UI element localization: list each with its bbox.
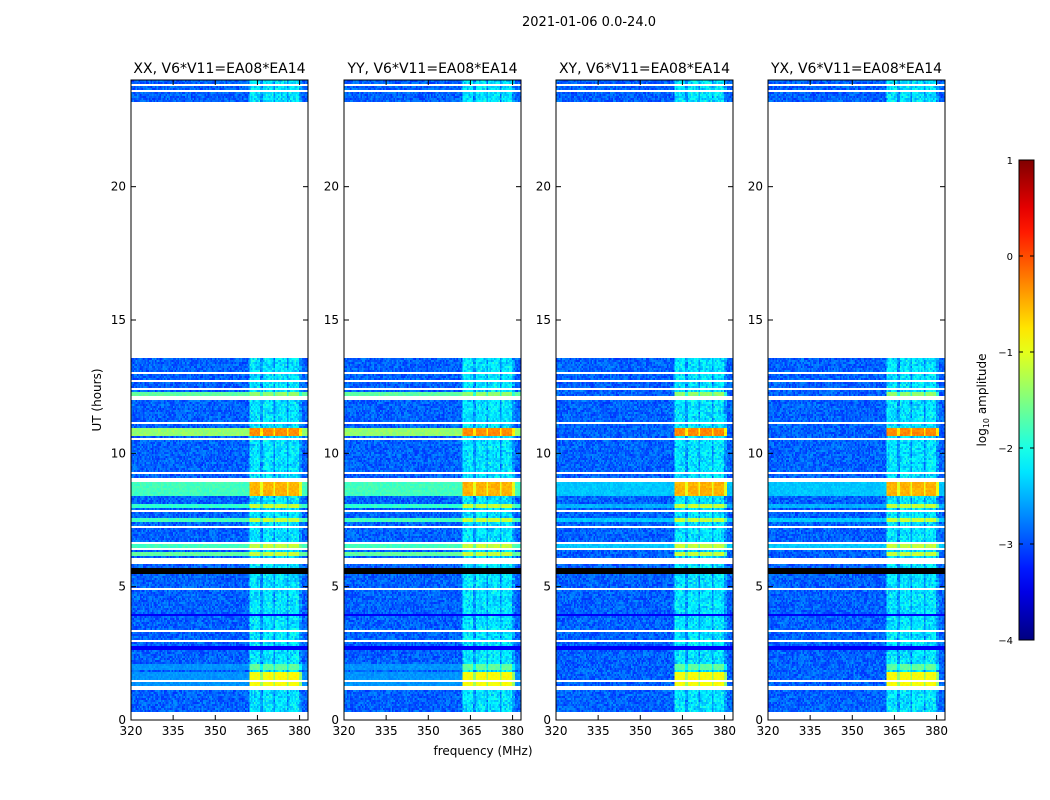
colorbar-tick-label: −3 xyxy=(998,540,1013,551)
y-tick-label: 0 xyxy=(543,713,551,727)
y-tick-label: 20 xyxy=(748,180,763,194)
y-tick-label: 5 xyxy=(543,580,551,594)
panel-title-xy: XY, V6*V11=EA08*EA14 xyxy=(559,61,730,77)
y-tick-label: 10 xyxy=(748,446,763,460)
x-axis-label: frequency (MHz) xyxy=(433,744,532,758)
y-tick-label: 15 xyxy=(748,313,763,327)
colorbar-tick-label: −1 xyxy=(998,348,1013,359)
figure-title: 2021-01-06 0.0-24.0 xyxy=(522,15,656,30)
waterfall-image-yy xyxy=(344,80,521,720)
y-tick-label: 0 xyxy=(331,713,339,727)
x-tick-label: 365 xyxy=(883,724,906,738)
y-tick-label: 20 xyxy=(324,180,339,194)
waterfall-image-xx xyxy=(131,80,308,720)
y-tick-label: 0 xyxy=(118,713,126,727)
y-tick-label: 0 xyxy=(755,713,763,727)
colorbar-label: log10 amplitude xyxy=(975,354,991,447)
y-tick-label: 20 xyxy=(111,180,126,194)
x-tick-label: 380 xyxy=(713,724,736,738)
colorbar: 1 0 −1 −2 −3 −4 log10 amplitude xyxy=(975,156,1035,647)
x-tick-label: 380 xyxy=(925,724,948,738)
y-tick-label: 10 xyxy=(324,446,339,460)
x-tick-label: 365 xyxy=(459,724,482,738)
panel-xy: XY, V6*V11=EA08*EA14 320 335 350 365 380 0 5 10 1… xyxy=(536,61,736,738)
x-tick-label: 320 xyxy=(333,724,356,738)
x-tick-label: 380 xyxy=(501,724,524,738)
panel-title-yy: YY, V6*V11=EA08*EA14 xyxy=(346,61,517,77)
x-tick-label: 380 xyxy=(288,724,311,738)
panel-yx: YX, V6*V11=EA08*EA14 320 335 350 365 380 0 5 10 1… xyxy=(748,61,948,738)
panel-xx: XX, V6*V11=EA08*EA14 320 335 350 365 380 0 5 10 1… xyxy=(111,61,311,738)
y-tick-label: 15 xyxy=(111,313,126,327)
y-axis-label: UT (hours) xyxy=(90,368,104,431)
x-tick-label: 335 xyxy=(162,724,185,738)
x-tick-label: 320 xyxy=(757,724,780,738)
x-tick-label: 350 xyxy=(841,724,864,738)
panel-title-xx: XX, V6*V11=EA08*EA14 xyxy=(133,61,305,77)
x-tick-label: 335 xyxy=(587,724,610,738)
x-tick-label: 335 xyxy=(799,724,822,738)
colorbar-tick-label: −4 xyxy=(998,636,1013,647)
panel-frame xyxy=(767,79,946,721)
waterfall-image-xy xyxy=(556,80,733,720)
waterfall-image-yx xyxy=(768,80,945,720)
panel-frame xyxy=(555,79,734,721)
y-tick-label: 15 xyxy=(324,313,339,327)
colorbar-gradient xyxy=(1018,159,1035,641)
y-tick-label: 5 xyxy=(755,580,763,594)
colorbar-tick-label: 1 xyxy=(1007,156,1013,167)
x-tick-label: 335 xyxy=(375,724,398,738)
x-tick-label: 365 xyxy=(246,724,269,738)
panels-group: XX, V6*V11=EA08*EA14 320 335 350 365 380 0 5 10 1… xyxy=(111,61,948,738)
x-tick-label: 350 xyxy=(204,724,227,738)
y-tick-label: 20 xyxy=(536,180,551,194)
colorbar-tick-label: −2 xyxy=(998,444,1013,455)
x-tick-label: 320 xyxy=(545,724,568,738)
y-tick-label: 5 xyxy=(331,580,339,594)
x-tick-label: 320 xyxy=(120,724,143,738)
x-tick-label: 350 xyxy=(417,724,440,738)
y-tick-label: 5 xyxy=(118,580,126,594)
x-tick-label: 365 xyxy=(671,724,694,738)
panel-frame xyxy=(343,79,522,721)
x-tick-label: 350 xyxy=(629,724,652,738)
y-tick-label: 10 xyxy=(536,446,551,460)
panel-title-yx: YX, V6*V11=EA08*EA14 xyxy=(770,61,942,77)
panel-frame xyxy=(130,79,309,721)
y-tick-label: 15 xyxy=(536,313,551,327)
panel-yy: YY, V6*V11=EA08*EA14 320 335 350 365 380 0 5 10 1… xyxy=(324,61,524,738)
colorbar-tick-label: 0 xyxy=(1007,252,1013,263)
y-tick-label: 10 xyxy=(111,446,126,460)
